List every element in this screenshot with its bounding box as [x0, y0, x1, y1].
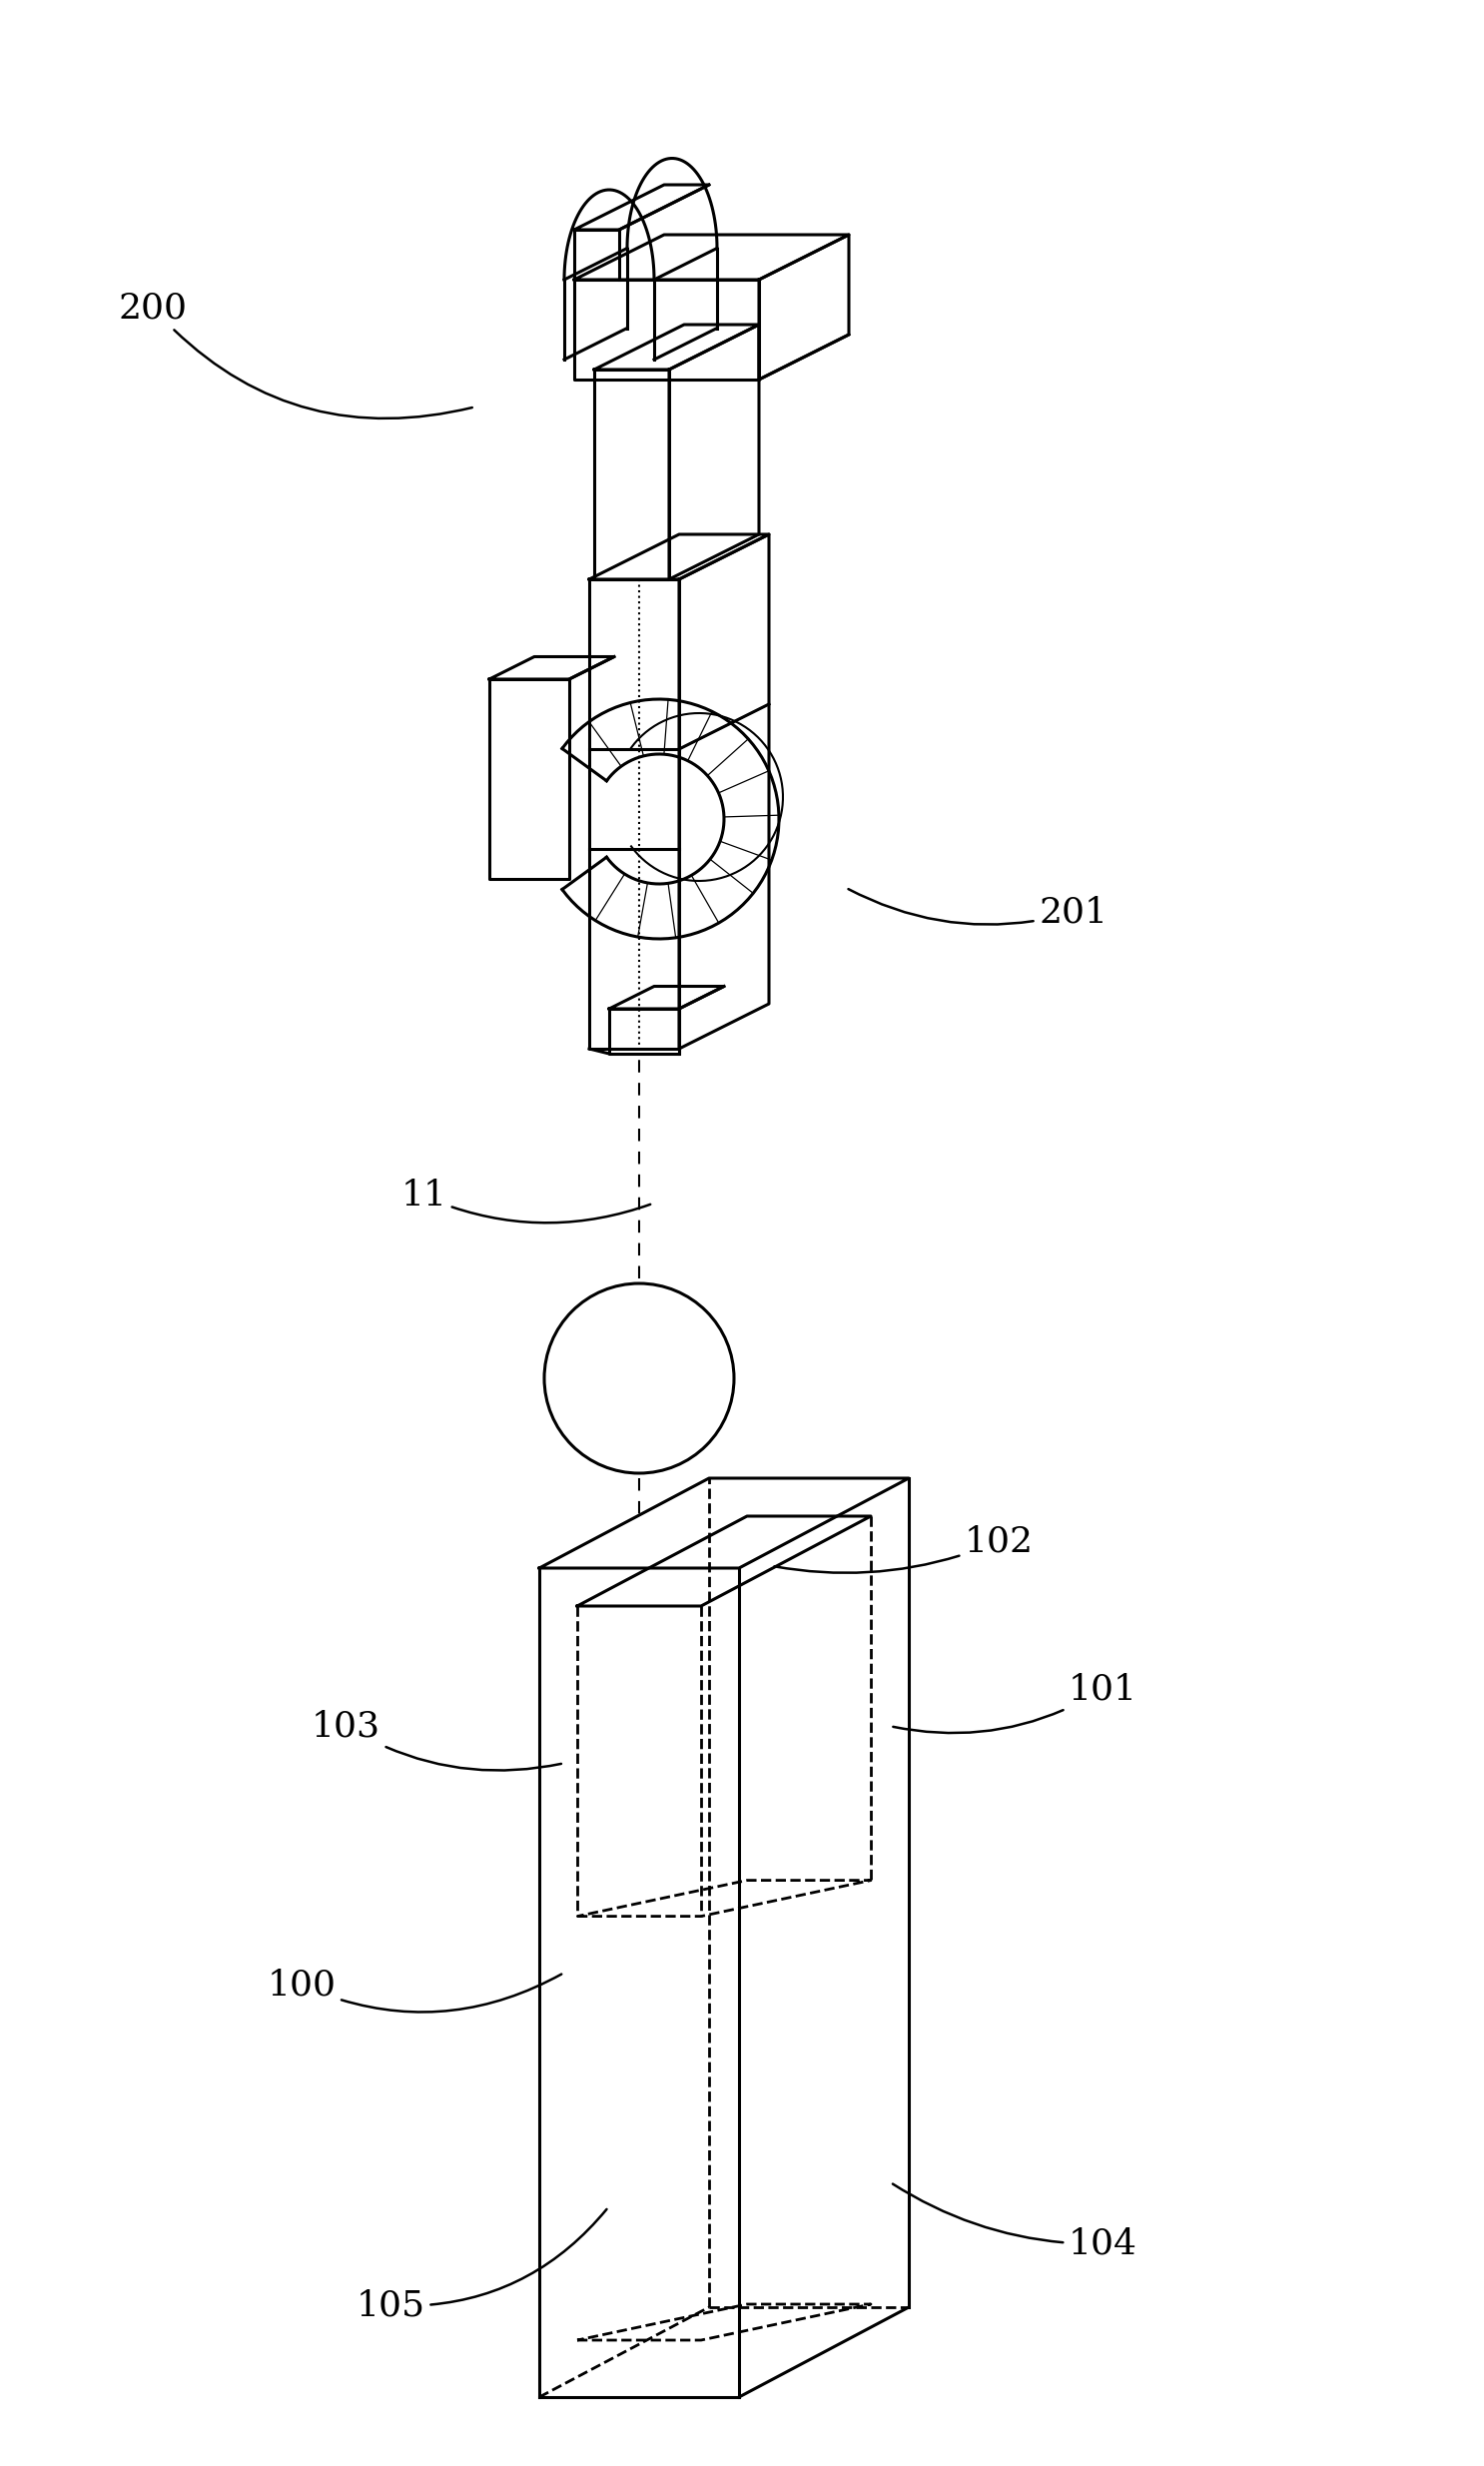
- Text: 102: 102: [775, 1524, 1033, 1573]
- Text: 103: 103: [312, 1709, 561, 1771]
- Text: 11: 11: [401, 1179, 650, 1223]
- Text: 104: 104: [893, 2185, 1137, 2261]
- Text: 105: 105: [356, 2210, 607, 2323]
- Text: 200: 200: [119, 291, 472, 419]
- Text: 101: 101: [893, 1672, 1137, 1734]
- Text: 201: 201: [849, 890, 1107, 930]
- Text: 100: 100: [267, 1968, 561, 2012]
